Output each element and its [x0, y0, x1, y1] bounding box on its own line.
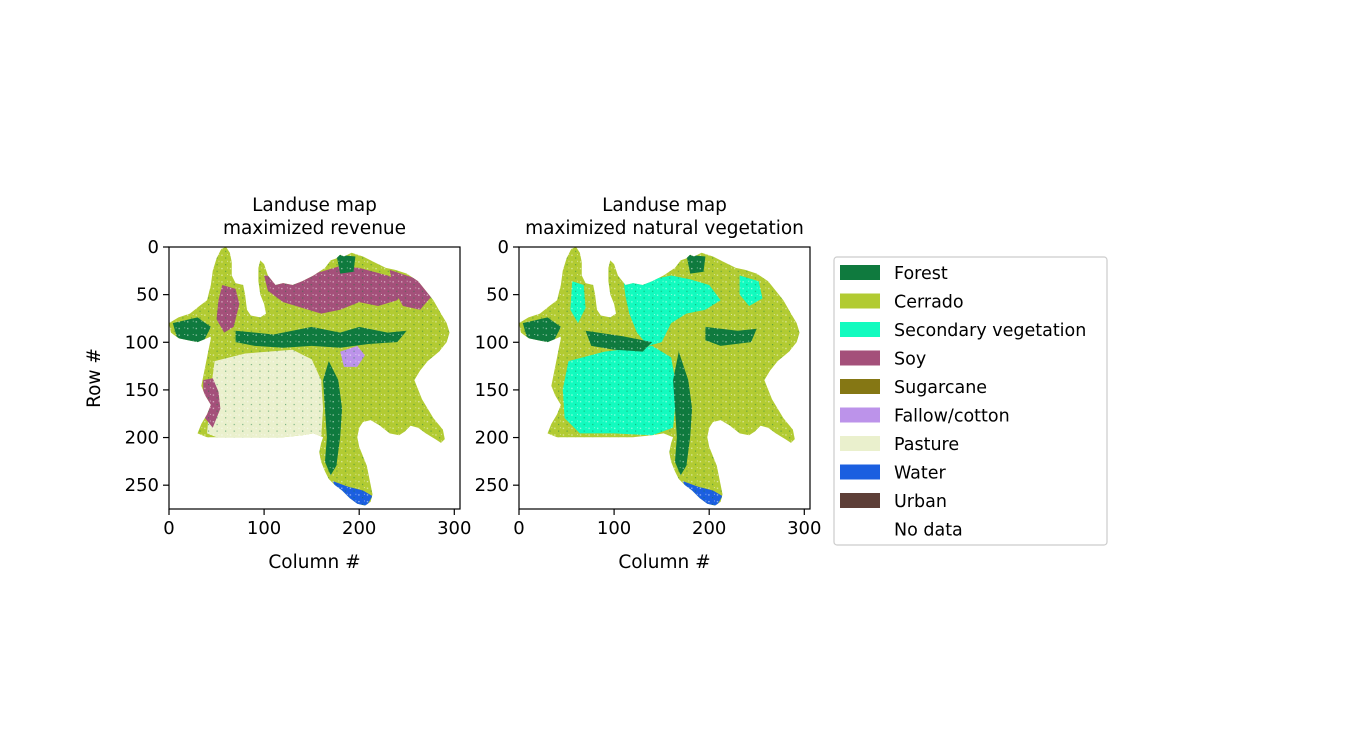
- right-ytick-label-0: 0: [498, 237, 509, 258]
- legend-swatch-sugarcane: [840, 379, 880, 394]
- legend-label-sugarcane: Sugarcane: [894, 378, 987, 398]
- right-map-title-line2: maximized natural vegetation: [525, 218, 804, 239]
- left-ytick-label-200: 200: [125, 428, 159, 449]
- right-map-frame: [518, 246, 811, 510]
- legend-label-no-data: No data: [894, 521, 963, 541]
- right-ytick-label-50: 50: [486, 285, 509, 306]
- legend-label-forest: Forest: [894, 264, 948, 284]
- legend-swatch-forest: [840, 265, 880, 280]
- right-ytick-label-200: 200: [475, 428, 509, 449]
- left-xtick-label-100: 100: [247, 518, 281, 539]
- left-map-ylabel: Row #: [84, 348, 105, 408]
- right-map-panel: Landuse map maximized natural vegetation…: [475, 195, 822, 573]
- legend-items: Forest Cerrado Secondary vegetation Soy Suga…: [840, 264, 1086, 541]
- legend-label-urban: Urban: [894, 492, 947, 512]
- right-xtick-label-200: 200: [692, 518, 726, 539]
- left-ytick-label-100: 100: [125, 332, 159, 353]
- legend-swatch-pasture: [840, 436, 880, 451]
- right-ytick-label-100: 100: [475, 332, 509, 353]
- right-map-xticks: 0 100 200 300: [513, 509, 821, 539]
- legend-swatch-cerrado: [840, 293, 880, 309]
- left-map-image: [169, 247, 450, 506]
- legend-swatch-soy: [840, 350, 880, 366]
- legend-label-water: Water: [894, 464, 947, 484]
- left-map-yticks: 0 50 100 150 200 250: [125, 237, 169, 496]
- left-ytick-label-250: 250: [125, 475, 159, 496]
- legend-frame: [833, 256, 1108, 546]
- right-map-speckle: [519, 247, 800, 506]
- legend-swatch-fallow-cotton: [840, 407, 880, 423]
- legend-swatch-water: [840, 464, 880, 480]
- right-ytick-label-150: 150: [475, 380, 509, 401]
- left-xtick-label-300: 300: [437, 518, 471, 539]
- left-xtick-label-200: 200: [342, 518, 376, 539]
- legend-label-fallow-cotton: Fallow/cotton: [894, 407, 1010, 427]
- left-xtick-label-0: 0: [163, 518, 174, 539]
- right-map-yticks: 0 50 100 150 200 250: [475, 237, 519, 496]
- left-map-xlabel: Column #: [268, 552, 360, 573]
- right-map-xlabel: Column #: [618, 552, 710, 573]
- legend-swatch-secondary-vegetation: [840, 322, 880, 337]
- right-ytick-label-250: 250: [475, 475, 509, 496]
- left-map-xticks: 0 100 200 300: [163, 509, 471, 539]
- right-xtick-label-0: 0: [513, 518, 524, 539]
- right-map-title-line1: Landuse map: [602, 195, 727, 216]
- legend: Forest Cerrado Secondary vegetation Soy Suga…: [833, 256, 1108, 546]
- legend-label-soy: Soy: [894, 350, 926, 370]
- left-ytick-label-50: 50: [136, 285, 159, 306]
- legend-swatch-no-data: [840, 521, 880, 537]
- left-ytick-label-150: 150: [125, 380, 159, 401]
- right-xtick-label-100: 100: [597, 518, 631, 539]
- legend-swatch-urban: [840, 493, 880, 508]
- right-map-image: [519, 247, 800, 506]
- left-ytick-label-0: 0: [148, 237, 159, 258]
- legend-label-secondary-vegetation: Secondary vegetation: [894, 321, 1086, 341]
- left-map-frame: [168, 246, 461, 510]
- legend-label-cerrado: Cerrado: [894, 293, 964, 313]
- legend-label-pasture: Pasture: [894, 435, 959, 455]
- left-map-panel: Landuse map maximized revenue 0 100 2: [84, 195, 471, 573]
- right-xtick-label-300: 300: [787, 518, 821, 539]
- left-map-title-line2: maximized revenue: [223, 218, 406, 239]
- left-map-title-line1: Landuse map: [252, 195, 377, 216]
